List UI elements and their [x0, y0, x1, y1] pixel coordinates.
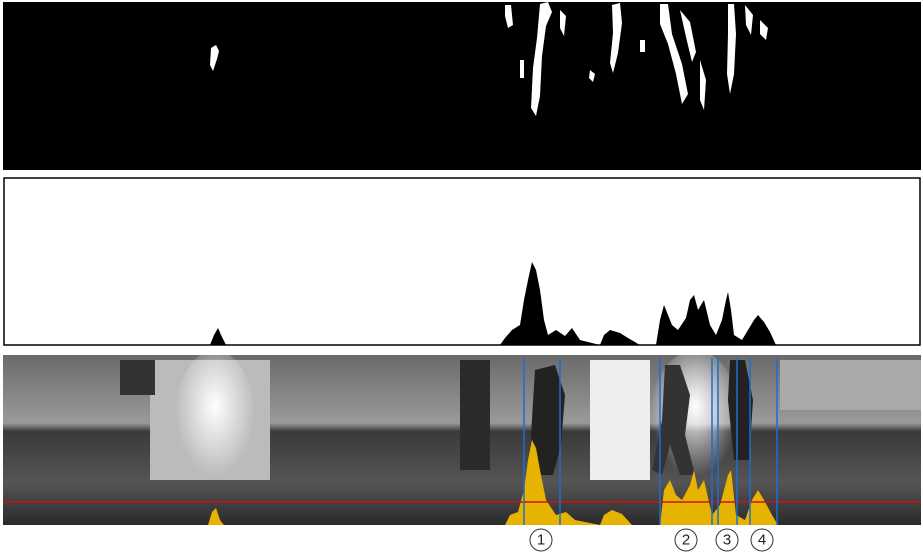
marker-label: 4 — [758, 532, 766, 549]
histogram-frame — [4, 178, 920, 345]
markers — [530, 529, 773, 551]
doorway — [460, 360, 490, 470]
page: 1 2 3 4 (() => { const data = JSON.parse… — [0, 0, 923, 557]
sign — [120, 360, 155, 395]
figure: 1 2 3 4 — [0, 0, 923, 557]
corridor-light — [175, 350, 255, 490]
image-panel — [3, 350, 921, 525]
bright-door — [590, 360, 650, 480]
marker-label: 2 — [682, 532, 690, 549]
marker-label: 1 — [537, 532, 545, 549]
right-wall — [780, 360, 921, 410]
marker-label: 3 — [723, 532, 731, 549]
mask-panel — [3, 2, 921, 170]
mask-background — [3, 2, 921, 170]
histogram-panel — [4, 178, 920, 345]
